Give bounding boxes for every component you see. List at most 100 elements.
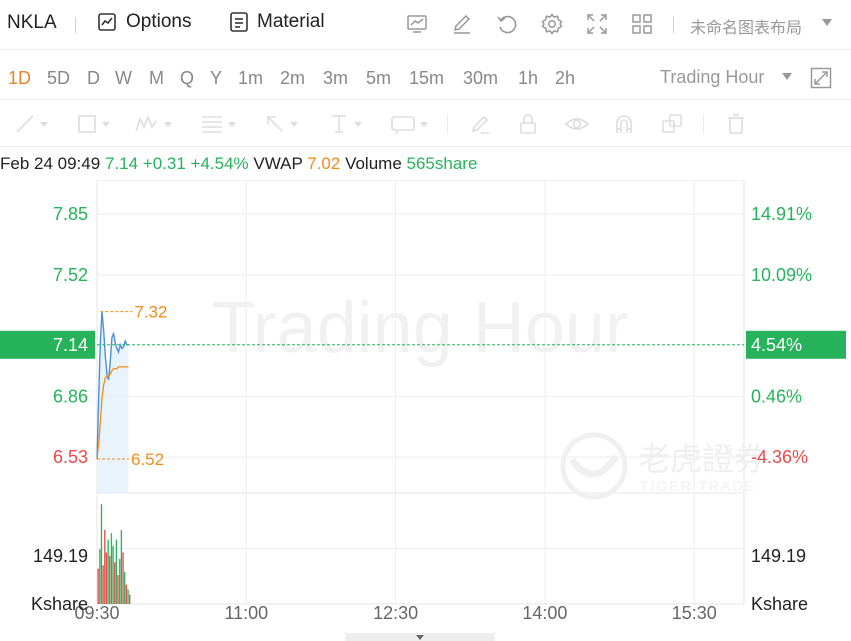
lock-icon[interactable]	[516, 112, 540, 136]
volume-bar	[114, 562, 116, 604]
options-button[interactable]: Options	[96, 11, 191, 33]
pencil-icon[interactable]	[468, 112, 492, 136]
current-pct-tag	[746, 330, 846, 359]
period-tab-5d[interactable]: 5D	[47, 68, 71, 88]
vwap-line	[96, 366, 129, 460]
period-tab-m[interactable]: M	[149, 68, 164, 88]
fibonacci-tool-icon[interactable]	[200, 112, 236, 136]
magnet-icon[interactable]	[612, 112, 636, 136]
ticker-symbol[interactable]: NKLA	[7, 12, 57, 33]
trash-icon[interactable]	[725, 112, 747, 136]
y-tick-label-left: 6.53	[53, 447, 88, 467]
y-tick-label-left: 7.52	[53, 265, 88, 285]
current-price-tag	[0, 330, 95, 359]
period-tab-2h[interactable]: 2h	[555, 68, 576, 88]
divider	[75, 17, 76, 33]
chevron-down-icon[interactable]	[782, 73, 792, 80]
tiger-stripe-icon	[569, 454, 619, 478]
period-tab-1h[interactable]: 1h	[518, 68, 539, 88]
brand-watermark-cn: 老虎證券	[638, 441, 766, 477]
x-tick-label: 15:30	[672, 603, 717, 623]
chart-icon[interactable]	[405, 12, 429, 36]
line-tool-icon[interactable]	[14, 112, 48, 136]
vwap-value: 7.02	[307, 154, 341, 173]
divider	[673, 17, 674, 33]
y-tick-label-right: 0.46%	[751, 386, 802, 406]
volume-unit-left: Kshare	[31, 594, 88, 614]
period-tab-5m[interactable]: 5m	[366, 68, 392, 88]
period-tab-d[interactable]: D	[87, 68, 100, 88]
volume-bar	[127, 589, 129, 604]
eye-icon[interactable]	[564, 112, 590, 136]
divider	[703, 115, 704, 133]
y-tick-label-right: -4.36%	[751, 447, 808, 467]
divider	[447, 115, 448, 133]
x-tick-label: 12:30	[373, 603, 418, 623]
drawing-toolbar	[0, 101, 851, 147]
x-tick-label: 11:00	[224, 603, 268, 623]
volume-bar	[110, 533, 113, 604]
volume-bar	[100, 504, 103, 604]
pattern-tool-icon[interactable]	[134, 112, 172, 136]
fullscreen-icon[interactable]	[585, 12, 609, 36]
volume-bar	[120, 529, 123, 604]
vwap-label: VWAP	[253, 154, 303, 173]
y-tick-label-left: 7.85	[53, 204, 88, 224]
quote-change: +0.31	[142, 154, 186, 173]
volume-bar	[125, 584, 128, 604]
grid-layout-icon[interactable]	[630, 12, 654, 36]
material-label: Material	[257, 11, 325, 32]
price-label-tool-icon[interactable]	[390, 112, 428, 136]
volume-bar	[124, 571, 126, 604]
period-tab-q[interactable]: Q	[180, 68, 195, 88]
material-button[interactable]: Material	[229, 11, 325, 33]
rectangle-tool-icon[interactable]	[76, 112, 110, 136]
edit-icon[interactable]	[450, 12, 474, 36]
volume-bar	[97, 568, 99, 604]
quote-info-line: Feb 24 09:49 7.14 +0.31 +4.54% VWAP 7.02…	[0, 154, 477, 174]
quote-price: 7.14	[104, 154, 139, 173]
volume-tick-label-right: 149.19	[751, 546, 806, 566]
period-tab-1m[interactable]: 1m	[238, 68, 264, 88]
volume-bar	[119, 558, 121, 604]
volume-bar	[104, 529, 106, 604]
volume-bar	[107, 539, 109, 604]
period-tab-2m[interactable]: 2m	[280, 68, 306, 88]
undo-icon[interactable]	[495, 12, 519, 36]
low-marker-label: 6.52	[131, 450, 164, 469]
volume-bar	[109, 555, 111, 604]
y-tick-label-right: 10.09%	[751, 265, 812, 285]
layers-icon[interactable]	[660, 112, 684, 136]
text-tool-icon[interactable]	[328, 112, 362, 136]
quote-change-pct: +4.54%	[190, 154, 249, 173]
quote-datetime: Feb 24 09:49	[0, 154, 101, 173]
period-tab-1d[interactable]: 1D	[8, 68, 32, 88]
volume-bar	[115, 539, 118, 604]
period-tab-y[interactable]: Y	[210, 68, 223, 88]
period-tab-15m[interactable]: 15m	[409, 68, 445, 88]
current-price-label: 7.14	[53, 335, 88, 355]
volume-bar	[112, 546, 114, 604]
intraday-chart[interactable]: 09:30 11:00 12:30 14:00 15:30 Trading Hour 老虎證…	[0, 180, 851, 633]
arrow-tool-icon[interactable]	[264, 112, 298, 136]
settings-icon[interactable]	[540, 12, 564, 36]
volume-bar	[129, 594, 131, 604]
volume-tick-label-left: 149.19	[33, 546, 88, 566]
period-tab-w[interactable]: W	[115, 68, 132, 88]
x-tick-label: 09:30	[74, 603, 119, 623]
period-tab-30m[interactable]: 30m	[463, 68, 499, 88]
period-tab-3m[interactable]: 3m	[323, 68, 349, 88]
period-bar: 1D 5D D W M Q Y 1m 2m 3m 5m 15m 30m 1h 2h Trading Hour	[0, 51, 851, 100]
chevron-down-icon[interactable]	[822, 19, 832, 26]
chevron-down-icon[interactable]	[416, 635, 424, 640]
volume-bar	[102, 565, 104, 604]
y-tick-label-right: 14.91%	[751, 204, 812, 224]
layout-name-dropdown[interactable]: 未命名图表布局	[690, 20, 803, 37]
document-icon	[230, 12, 248, 32]
session-dropdown[interactable]: Trading Hour	[660, 67, 765, 87]
expand-icon[interactable]	[810, 67, 832, 89]
volume-bar	[117, 575, 119, 604]
volume-bar	[99, 549, 101, 604]
trading-hour-watermark: Trading Hour	[211, 288, 629, 368]
current-pct-label: 4.54%	[751, 335, 802, 355]
